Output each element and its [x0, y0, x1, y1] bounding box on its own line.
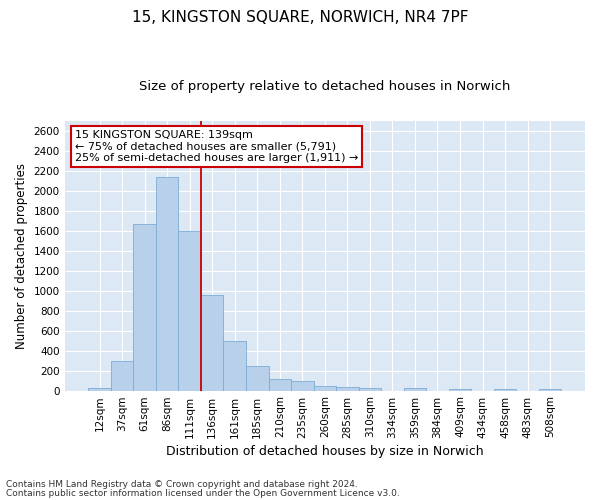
Bar [133, 224, 156, 390]
Text: Contains public sector information licensed under the Open Government Licence v3: Contains public sector information licen… [6, 489, 400, 498]
Bar [246, 366, 269, 390]
Bar [88, 388, 111, 390]
Bar [359, 388, 381, 390]
Bar [336, 387, 359, 390]
Bar [291, 380, 314, 390]
Bar [404, 388, 426, 390]
Bar [223, 340, 246, 390]
Text: Contains HM Land Registry data © Crown copyright and database right 2024.: Contains HM Land Registry data © Crown c… [6, 480, 358, 489]
Title: Size of property relative to detached houses in Norwich: Size of property relative to detached ho… [139, 80, 511, 93]
Bar [314, 386, 336, 390]
Y-axis label: Number of detached properties: Number of detached properties [15, 162, 28, 348]
Text: 15, KINGSTON SQUARE, NORWICH, NR4 7PF: 15, KINGSTON SQUARE, NORWICH, NR4 7PF [132, 10, 468, 25]
Bar [111, 360, 133, 390]
Bar [539, 388, 562, 390]
Text: 15 KINGSTON SQUARE: 139sqm
← 75% of detached houses are smaller (5,791)
25% of s: 15 KINGSTON SQUARE: 139sqm ← 75% of deta… [75, 130, 358, 163]
Bar [494, 389, 516, 390]
Bar [269, 378, 291, 390]
Bar [178, 230, 201, 390]
Bar [201, 294, 223, 390]
Bar [156, 176, 178, 390]
Bar [449, 388, 471, 390]
X-axis label: Distribution of detached houses by size in Norwich: Distribution of detached houses by size … [166, 444, 484, 458]
